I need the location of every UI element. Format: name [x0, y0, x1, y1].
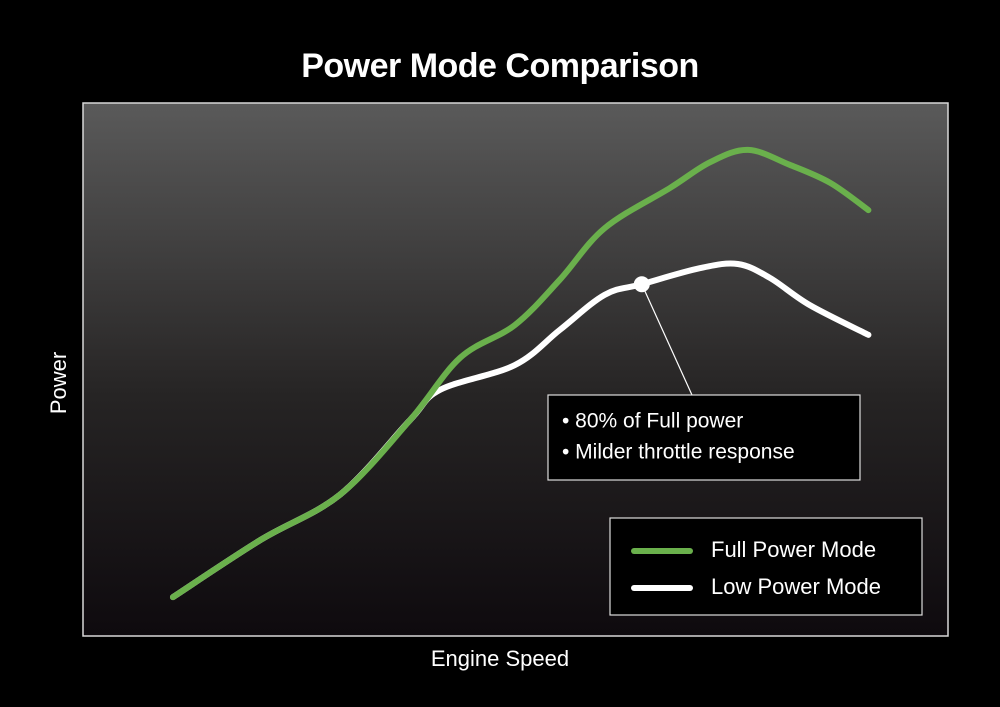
annotation-text: • 80% of Full power — [562, 410, 743, 433]
legend-label: Full Power Mode — [711, 537, 876, 562]
legend-label: Low Power Mode — [711, 574, 881, 599]
line-series — [169, 146, 872, 601]
chart-title: Power Mode Comparison — [301, 47, 699, 85]
annotation-text: • Milder throttle response — [562, 441, 795, 464]
x-axis-label: Engine Speed — [431, 646, 569, 671]
annotation-box — [547, 394, 861, 481]
annotation-leader — [641, 283, 693, 396]
annotation-point — [633, 276, 650, 293]
y-axis-label: Power — [46, 352, 71, 414]
legend-box — [609, 517, 923, 616]
